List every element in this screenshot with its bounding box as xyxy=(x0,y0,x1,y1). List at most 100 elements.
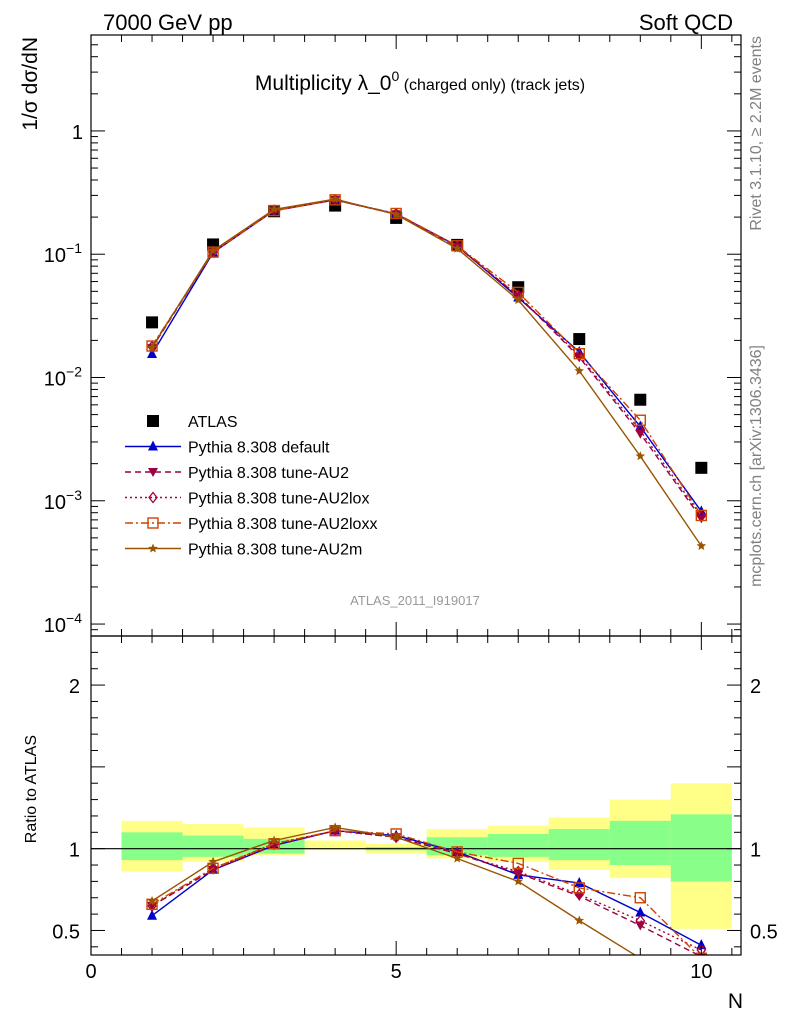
ratio-line xyxy=(151,826,637,955)
chart-title-main: Multiplicity λ_0 xyxy=(255,72,392,95)
ratio-point xyxy=(147,909,158,920)
data-point xyxy=(573,347,585,360)
y-tick-label: 10−3 xyxy=(44,487,82,514)
data-point xyxy=(696,510,707,523)
chart-title-tail: (charged only) (track jets) xyxy=(399,77,585,94)
ratio-point xyxy=(574,915,584,925)
legend: ATLAS Pythia 8.308 default Pythia 8.308 tu… xyxy=(125,414,377,559)
data-point xyxy=(696,541,707,550)
header-left: 7000 GeV pp xyxy=(103,10,233,35)
uncertainty-band-green xyxy=(609,820,671,866)
x-tick-label: 10 xyxy=(690,961,712,983)
data-point xyxy=(330,194,340,204)
data-point xyxy=(146,340,158,352)
legend-marker xyxy=(148,440,158,451)
ratio-y-tick-label: 1 xyxy=(69,840,80,862)
legend-label: Pythia 8.308 tune-AU2lox xyxy=(188,491,369,508)
ratio-point xyxy=(635,914,646,927)
ratio-point xyxy=(574,892,585,902)
ratio-line xyxy=(151,829,702,951)
ratio-point xyxy=(573,882,585,894)
data-point xyxy=(695,461,708,474)
series-line xyxy=(151,198,702,547)
ratio-point xyxy=(634,892,646,904)
data-point xyxy=(513,295,523,305)
ratio-point xyxy=(269,835,279,845)
ratio-plot: 0.5 0.5 1 1 2 2 0 5 10 xyxy=(52,635,778,983)
y-axis-label-ratio: Ratio to ATLAS xyxy=(23,735,40,843)
data-point xyxy=(391,209,401,219)
series-line xyxy=(151,199,702,516)
uncertainty-band-green xyxy=(182,835,244,857)
legend-entry: Pythia 8.308 tune-AU2m xyxy=(125,542,362,559)
data-point xyxy=(269,204,279,214)
series-5 xyxy=(147,194,707,550)
legend-entry: Pythia 8.308 default xyxy=(125,440,330,457)
ratio-point xyxy=(452,853,462,863)
chart-title: Multiplicity λ_00 (charged only) (track … xyxy=(255,68,585,95)
x-tick-label: 0 xyxy=(85,961,96,983)
uncertainty-band-green xyxy=(121,832,183,861)
ratio-y-tick-label: 0.5 xyxy=(52,921,80,943)
legend-marker xyxy=(148,543,158,553)
ratio-point xyxy=(208,856,218,866)
main-data xyxy=(146,193,708,550)
y-tick-label: 10−4 xyxy=(44,610,82,637)
ratio-point xyxy=(330,822,340,832)
data-point xyxy=(573,333,586,346)
legend-marker xyxy=(147,415,159,427)
uncertainty-band-green xyxy=(670,814,732,882)
ratio-line xyxy=(151,829,700,955)
legend-entry: ATLAS xyxy=(147,414,238,431)
ratio-point xyxy=(208,865,219,875)
uncertainty-band-green xyxy=(487,833,549,857)
uncertainty-band-green xyxy=(548,829,610,861)
ratio-point xyxy=(635,906,646,917)
legend-marker xyxy=(148,491,158,504)
data-point xyxy=(696,514,707,524)
uncertainty-band-yellow xyxy=(304,840,366,851)
legend-marker xyxy=(148,468,158,477)
ratio-point xyxy=(391,832,401,842)
ratio-y-tick-label: 2 xyxy=(69,676,80,698)
y-tick-label: 10−2 xyxy=(44,363,82,390)
legend-label: Pythia 8.308 tune-AU2loxx xyxy=(188,516,377,533)
ratio-line xyxy=(151,829,699,955)
legend-entry: Pythia 8.308 tune-AU2 xyxy=(125,465,349,482)
data-point xyxy=(574,365,584,375)
ratio-y-tick-label-right: 1 xyxy=(750,840,761,862)
legend-label: Pythia 8.308 tune-AU2 xyxy=(188,465,349,482)
data-point xyxy=(452,243,462,253)
data-point xyxy=(634,414,646,426)
legend-entry: Pythia 8.308 tune-AU2loxx xyxy=(125,516,377,533)
data-point xyxy=(208,245,218,255)
legend-label: ATLAS xyxy=(188,414,238,431)
chart-title-sup: 0 xyxy=(391,68,399,84)
ratio-point xyxy=(574,877,585,888)
data-point xyxy=(635,424,646,437)
ratio-point xyxy=(512,857,524,870)
ratio-y-tick-label-right: 2 xyxy=(750,676,761,698)
legend-marker xyxy=(147,517,159,529)
data-point xyxy=(635,451,646,461)
y-tick-label: 10−1 xyxy=(44,240,82,267)
ratio-data xyxy=(91,783,741,955)
rivet-label: Rivet 3.1.10, ≥ 2.2M events xyxy=(748,36,765,231)
header-right: Soft QCD xyxy=(639,10,733,35)
legend-label: Pythia 8.308 tune-AU2m xyxy=(188,542,362,559)
y-axis-label-main: 1/σ dσ/dN xyxy=(19,37,42,131)
y-tick-label: 1 xyxy=(72,122,83,144)
data-point xyxy=(695,509,708,522)
site-label: mcplots.cern.ch [arXiv:1306.3436] xyxy=(748,345,765,587)
legend-entry: Pythia 8.308 tune-AU2lox xyxy=(125,491,369,508)
ratio-point xyxy=(513,876,523,886)
ratio-series-4 xyxy=(147,822,641,955)
legend-label: Pythia 8.308 default xyxy=(188,440,330,457)
ratio-point xyxy=(147,896,157,906)
main-plot: 1 10−1 10−2 10−3 10−4 xyxy=(44,34,742,637)
data-point xyxy=(147,342,157,352)
data-point xyxy=(146,316,159,329)
data-point xyxy=(574,349,585,362)
x-tick-label: 5 xyxy=(391,961,402,983)
